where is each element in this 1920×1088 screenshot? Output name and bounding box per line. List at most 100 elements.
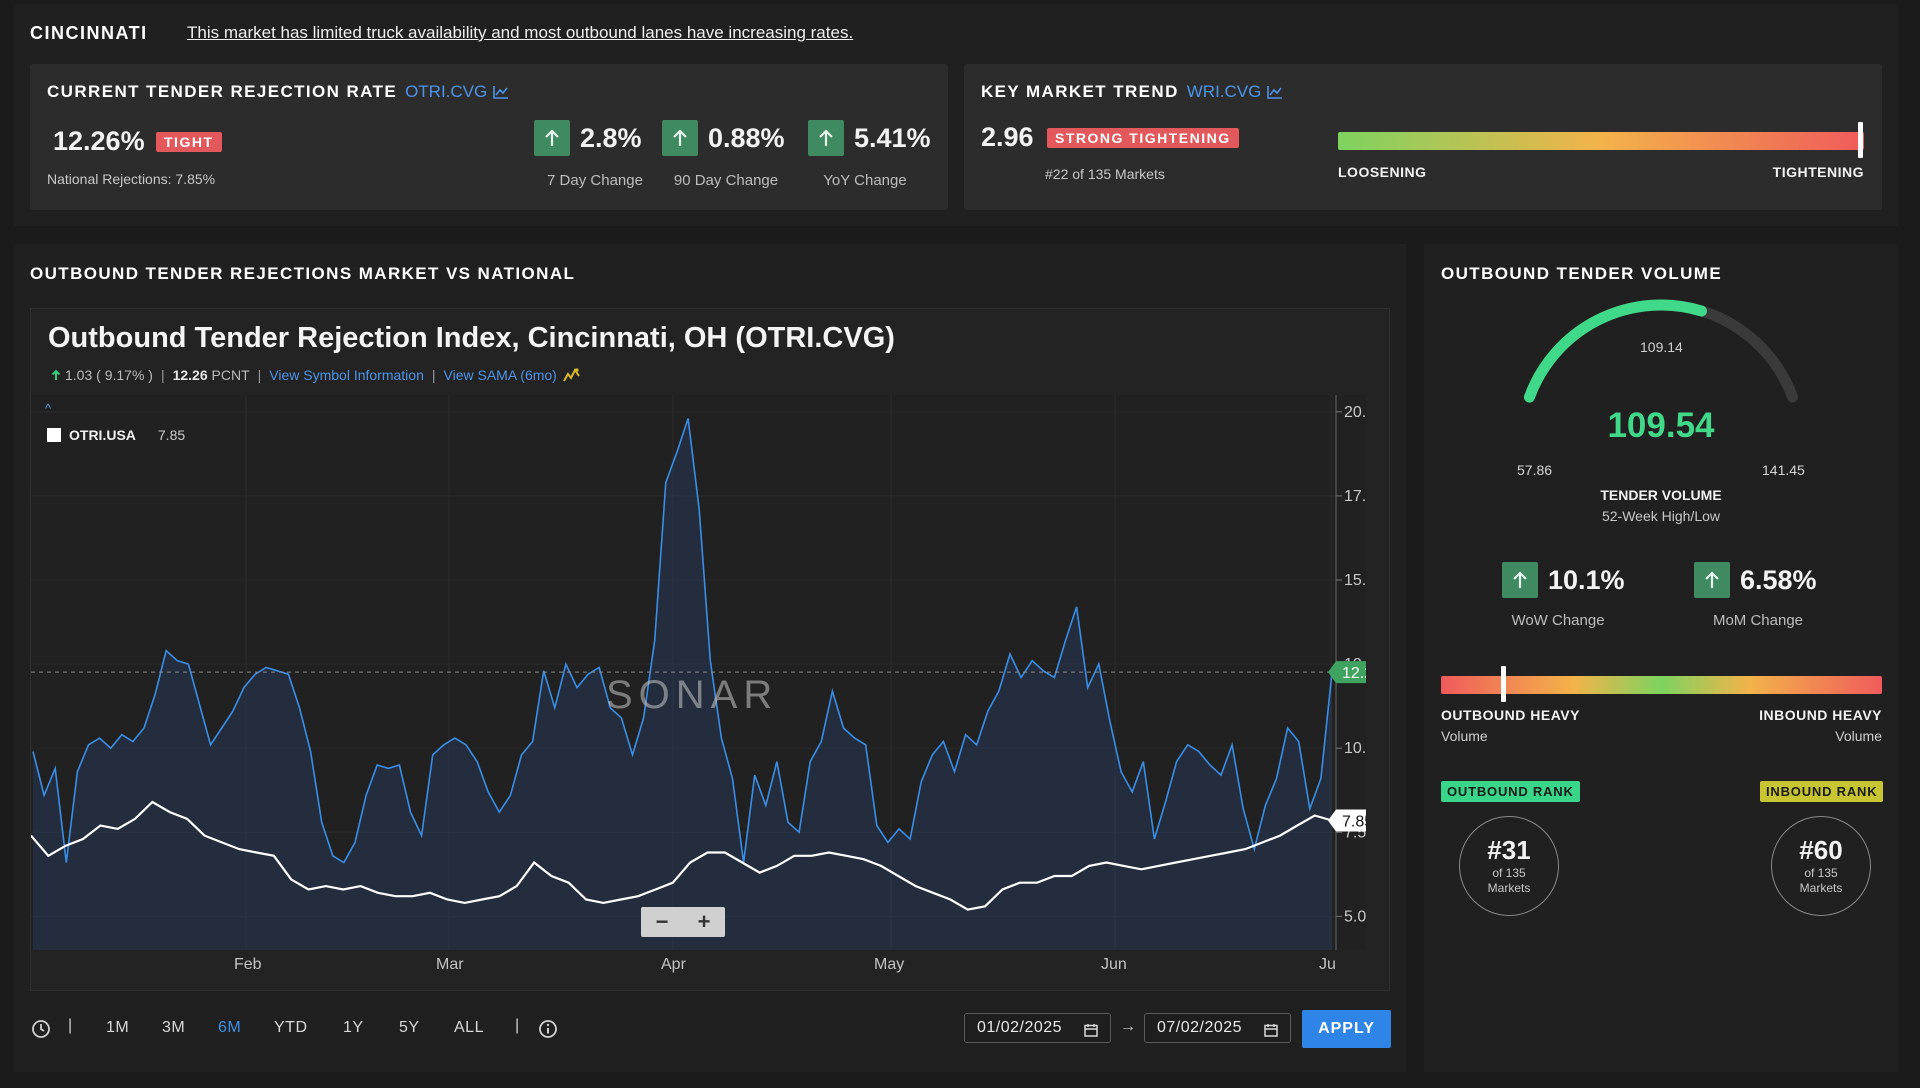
y-tick-label: 10.00 [1344, 740, 1366, 757]
view-sama-link[interactable]: View SAMA (6mo) [443, 367, 557, 383]
rejection-symbol-link[interactable]: OTRI.CVG [405, 82, 509, 101]
start-date-value: 01/02/2025 [977, 1019, 1063, 1036]
gauge-value: 109.54 [1607, 406, 1715, 445]
arrow-up-icon [51, 369, 61, 380]
meta-divider: | [160, 367, 165, 383]
zoom-controls: − + [641, 907, 725, 937]
line-chart-icon [1267, 86, 1283, 99]
outbound-rank-circle: #31 of 135 Markets [1459, 816, 1559, 916]
change-mom-value: 6.58% [1740, 564, 1817, 595]
svg-text:7.85: 7.85 [1342, 814, 1366, 831]
sonar-watermark: SONAR [606, 673, 779, 717]
gauge-marker-value: 109.14 [1640, 339, 1683, 355]
volume-panel-title: OUTBOUND TENDER VOLUME [1441, 264, 1723, 283]
legend-series-value: 7.85 [157, 427, 186, 443]
y-tick-label: 15.00 [1344, 572, 1366, 589]
inbound-rank-number: #60 [1799, 835, 1843, 865]
outbound-heavy-label: OUTBOUND HEAVY [1441, 707, 1580, 723]
chart-change: 1.03 ( 9.17% ) [65, 367, 153, 383]
start-date-field[interactable]: 01/02/2025 [964, 1013, 1111, 1043]
trend-marker [1858, 122, 1864, 158]
zoom-in-button[interactable]: + [697, 909, 711, 934]
calendar-icon [1084, 1024, 1098, 1037]
line-chart[interactable]: 20.0017.5015.0012.5010.007.505.0012.267.… [31, 395, 1366, 950]
change-yoy-value: 5.41% [854, 122, 931, 153]
x-tick-label: Feb [234, 956, 262, 973]
collapse-icon[interactable]: ^ [45, 401, 52, 416]
outbound-rank-of: of 135 [1492, 866, 1526, 880]
date-arrow: → [1120, 1018, 1136, 1035]
trend-symbol-link[interactable]: WRI.CVG [1187, 82, 1284, 101]
national-series-line[interactable] [31, 800, 1333, 911]
range-3m[interactable]: 3M [162, 1019, 186, 1036]
range-5y[interactable]: 5Y [399, 1019, 420, 1036]
legend-swatch [47, 428, 61, 442]
tender-volume-gauge [1523, 299, 1799, 403]
end-date-field[interactable]: 07/02/2025 [1144, 1013, 1291, 1043]
end-date-value: 07/02/2025 [1157, 1019, 1243, 1036]
gauge-min: 57.86 [1517, 462, 1553, 478]
change-90day-label: 90 Day Change [673, 172, 779, 189]
change-wow: 10.1% [1502, 562, 1625, 598]
change-mom: 6.58% [1694, 562, 1817, 598]
inbound-rank-badge: INBOUND RANK [1760, 781, 1884, 802]
inbound-rank-circle: #60 of 135 Markets [1771, 816, 1871, 916]
info-icon[interactable] [538, 1019, 558, 1039]
change-7day-value: 2.8% [580, 122, 642, 153]
range-6m[interactable]: 6M [218, 1019, 242, 1036]
line-chart-icon [493, 86, 509, 99]
national-rejections: National Rejections: 7.85% [47, 171, 216, 187]
apply-button[interactable]: APPLY [1302, 1010, 1391, 1048]
rejection-symbol-text: OTRI.CVG [405, 82, 488, 101]
gauge-max: 141.45 [1762, 462, 1805, 478]
change-90day: 0.88% [662, 120, 785, 156]
change-yoy-label: YoY Change [823, 172, 907, 189]
trend-gradient-bar [1338, 132, 1864, 150]
rejection-title-text: CURRENT TENDER REJECTION RATE [47, 82, 398, 101]
rejection-card-title: CURRENT TENDER REJECTION RATE OTRI.CVG [47, 82, 509, 102]
arrow-up-icon [1502, 562, 1538, 598]
arrow-up-icon [1694, 562, 1730, 598]
x-tick-label: Jun [1101, 956, 1127, 973]
tender-rejection-card: CURRENT TENDER REJECTION RATE OTRI.CVG 12… [30, 64, 948, 210]
inbound-heavy-sub: Volume [1835, 728, 1882, 744]
outbound-rank-unit: Markets [1487, 881, 1531, 895]
inbound-heavy-label: INBOUND HEAVY [1759, 707, 1882, 723]
arrow-up-icon [808, 120, 844, 156]
outbound-rank-number: #31 [1487, 835, 1531, 865]
inbound-rank-unit: Markets [1799, 881, 1843, 895]
y-tick-label: 5.00 [1344, 908, 1366, 925]
x-tick-label: Ju [1319, 956, 1336, 973]
view-symbol-info-link[interactable]: View Symbol Information [269, 367, 424, 383]
loosening-label: LOOSENING [1338, 164, 1427, 180]
clock-icon[interactable] [31, 1019, 51, 1039]
x-tick-label: Mar [436, 956, 464, 973]
calendar-icon [1264, 1024, 1278, 1037]
legend: OTRI.USA 7.85 [47, 427, 185, 443]
zoom-out-button[interactable]: − [655, 909, 669, 934]
balance-gradient-bar [1441, 676, 1882, 694]
range-ytd[interactable]: YTD [274, 1019, 308, 1036]
rejections-panel-title: OUTBOUND TENDER REJECTIONS MARKET VS NAT… [30, 264, 576, 283]
outbound-rank-badge: OUTBOUND RANK [1441, 781, 1580, 802]
volume-panel [1424, 244, 1898, 1072]
chart-meta: 1.03 ( 9.17% ) | 12.26 PCNT | View Symbo… [51, 367, 581, 383]
change-wow-label: WoW Change [1511, 612, 1605, 629]
change-mom-label: MoM Change [1712, 612, 1804, 629]
balance-marker [1500, 666, 1506, 702]
range-1y[interactable]: 1Y [343, 1019, 364, 1036]
y-tick-label: 17.50 [1344, 488, 1366, 505]
market-series-area [33, 418, 1332, 950]
chart-current: 12.26 [172, 367, 208, 383]
range-divider: | [68, 1017, 73, 1034]
range-all[interactable]: ALL [454, 1019, 484, 1036]
x-tick-label: Apr [661, 956, 686, 973]
arrow-up-icon [662, 120, 698, 156]
change-yoy: 5.41% [808, 120, 931, 156]
plot-area[interactable]: 20.0017.5015.0012.5010.007.505.0012.267.… [31, 395, 1366, 950]
range-1m[interactable]: 1M [106, 1019, 130, 1036]
meta-divider: | [431, 367, 436, 383]
change-wow-value: 10.1% [1548, 564, 1625, 595]
chart-unit: PCNT [211, 367, 250, 383]
market-series-line[interactable] [32, 418, 1333, 864]
